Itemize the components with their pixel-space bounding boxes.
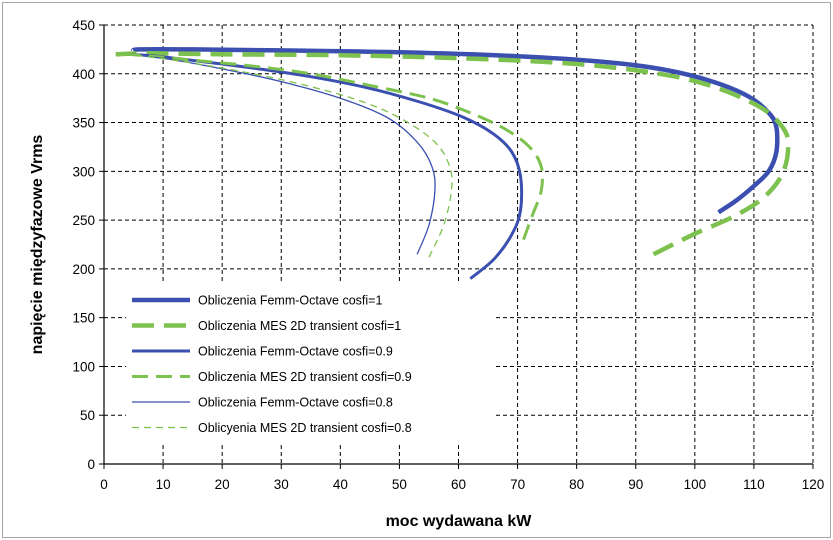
axes: 0 10 20 30 40 50 60 70 80 90 100 110 120 0 50 100 150 200…	[72, 18, 824, 492]
y-tick-label: 200	[72, 262, 95, 277]
series-line-4	[115, 51, 545, 241]
y-tick-label: 100	[72, 359, 95, 374]
x-tick-label: 40	[333, 477, 348, 492]
series-line-1	[130, 46, 780, 215]
x-tick-label: 0	[100, 477, 108, 492]
x-tick-label: 80	[569, 477, 584, 492]
x-tick-label: 120	[802, 477, 825, 492]
y-tick-label: 150	[72, 311, 95, 326]
legend-background	[126, 284, 496, 444]
legend-label-1: Obliczenia Femm-Octave cosfi=1	[198, 294, 382, 308]
series-line-5	[145, 55, 436, 255]
series-line-6	[121, 53, 453, 258]
y-tick-label: 250	[72, 213, 95, 228]
legend-label-2: Obliczenia MES 2D transient cosfi=1	[198, 319, 401, 333]
y-tick-label: 300	[72, 164, 95, 179]
x-axis-title: moc wydawana kW	[386, 513, 533, 530]
x-tick-label: 100	[684, 477, 707, 492]
legend-label-6: Oblicyenia MES 2D transient cosfi=0.8	[198, 421, 412, 435]
x-tick-label: 90	[628, 477, 643, 492]
legend: Obliczenia Femm-Octave cosfi=1 Obliczenia…	[126, 284, 496, 444]
x-tick-label: 50	[392, 477, 407, 492]
x-tick-label: 30	[274, 477, 289, 492]
y-tick-label: 450	[72, 18, 95, 33]
y-tick-label: 350	[72, 116, 95, 131]
x-tick-label: 60	[451, 477, 466, 492]
legend-label-5: Obliczenia Femm-Octave cosfi=0.8	[198, 396, 393, 410]
series-line-3	[127, 52, 524, 280]
x-tick-label: 10	[156, 477, 171, 492]
y-tick-label: 0	[87, 457, 95, 472]
y-tick-label: 50	[80, 408, 95, 423]
legend-label-3: Obliczenia Femm-Octave cosfi=0.9	[198, 345, 393, 359]
series-group	[115, 46, 791, 280]
x-tick-label: 110	[743, 477, 765, 492]
legend-label-4: Obliczenia MES 2D transient cosfi=0.9	[198, 370, 412, 384]
x-tick-label: 70	[510, 477, 525, 492]
y-tick-label: 400	[72, 67, 95, 82]
series-line-2	[115, 51, 791, 257]
y-axis-title: napięcie międzyfazowe Vrms	[29, 135, 46, 355]
x-tick-label: 20	[215, 477, 230, 492]
